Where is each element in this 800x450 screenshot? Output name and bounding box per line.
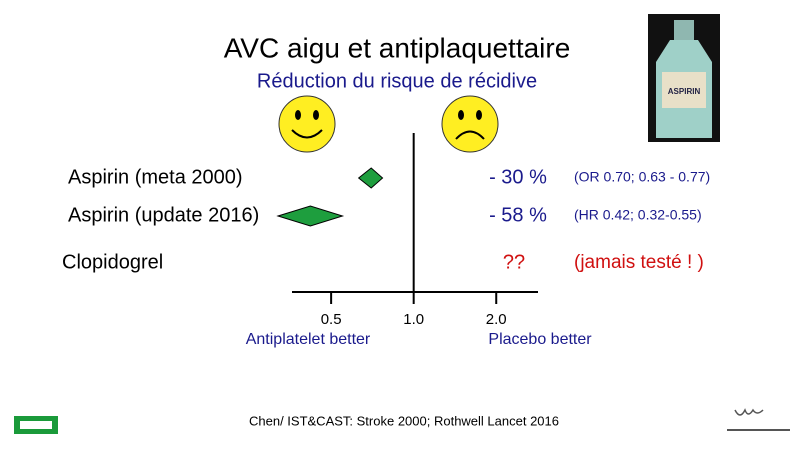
ci-label: (jamais testé ! ) [574, 252, 704, 273]
title: AVC aigu et antiplaquettaire [224, 32, 571, 63]
x-caption: Antiplatelet better [246, 331, 371, 348]
row-label: Clopidogrel [62, 251, 163, 273]
sad-face [441, 95, 499, 153]
ci-label: (OR 0.70; 0.63 - 0.77) [574, 169, 710, 185]
reduction-label: - 58 % [489, 204, 547, 226]
x-tick-label: 2.0 [486, 311, 507, 328]
row-label: Aspirin (update 2016) [68, 204, 259, 226]
subtitle: Réduction du risque de récidive [257, 70, 537, 92]
x-tick-label: 0.5 [321, 311, 342, 328]
footnote: Chen/ IST&CAST: Stroke 2000; Rothwell La… [249, 413, 559, 428]
reduction-label: - 30 % [489, 166, 547, 188]
row-label: Aspirin (meta 2000) [68, 166, 243, 188]
reduction-label: ?? [503, 251, 525, 273]
estimate-diamond [357, 167, 384, 189]
unil-logo [727, 408, 790, 431]
bottle-label: ASPIRIN [668, 87, 701, 96]
chuv-logo [14, 416, 58, 434]
estimate-diamond [276, 205, 345, 227]
happy-face [278, 95, 336, 153]
aspirin-bottle: ASPIRIN [648, 14, 720, 142]
x-caption: Placebo better [488, 331, 592, 348]
ci-label: (HR 0.42; 0.32-0.55) [574, 207, 702, 223]
x-tick-label: 1.0 [403, 311, 424, 328]
